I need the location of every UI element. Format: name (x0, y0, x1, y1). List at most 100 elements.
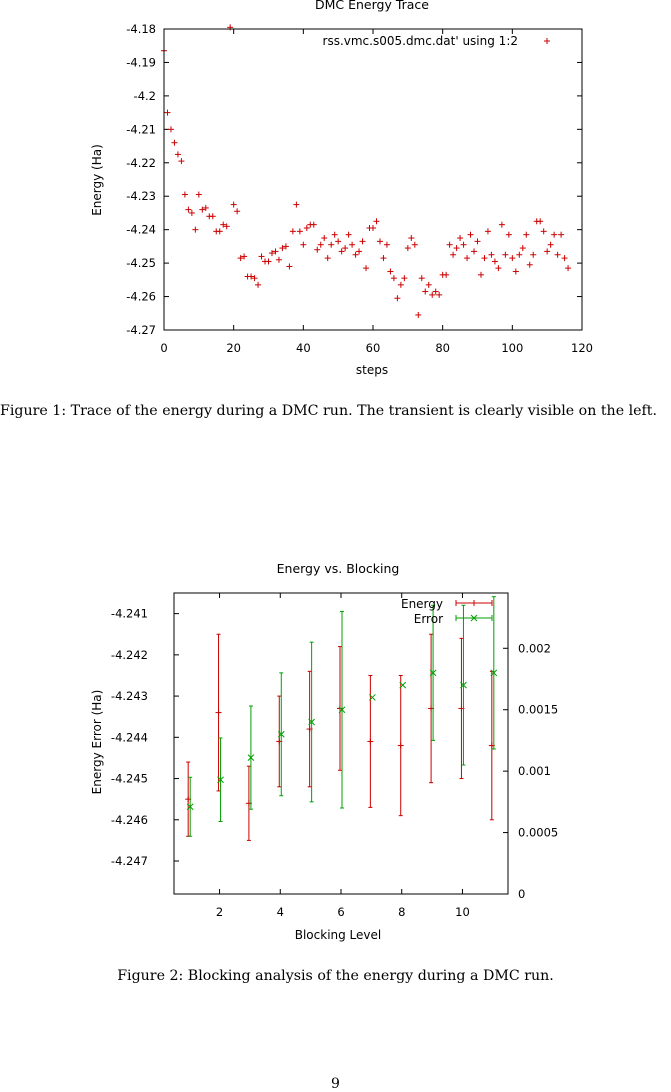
fig2-error-point (247, 705, 255, 810)
fig1-data-point (303, 224, 310, 231)
fig2-error-point (490, 596, 498, 750)
figure-1-energy-trace-chart: DMC Energy Trace Energy (Ha) steps 0 20 40… (90, 0, 593, 377)
fig1-data-point (540, 228, 547, 235)
fig1-data-point (237, 255, 244, 262)
fig1-data-point (223, 223, 230, 230)
fig1-data-point (275, 256, 282, 263)
fig1-ytick-label: -4.23 (126, 189, 156, 203)
fig2-energy-point (458, 637, 465, 780)
fig1-data-point (251, 275, 258, 282)
fig2-legend-energy-marker (455, 600, 493, 606)
fig1-data-point (488, 251, 495, 258)
fig1-xtick-label: 100 (501, 341, 523, 355)
fig2-energy-point (367, 674, 374, 808)
fig1-data-point (317, 241, 324, 248)
fig1-data-point (342, 245, 349, 252)
fig1-data-point (349, 241, 356, 248)
fig1-data-point (241, 253, 248, 260)
fig1-data-point (425, 281, 432, 288)
fig1-data-point (530, 251, 537, 258)
fig1-xtick-label: 0 (160, 341, 167, 355)
fig1-data-point (509, 255, 516, 262)
fig1-data-point (471, 248, 478, 255)
fig2-xtick-label: 4 (277, 905, 284, 919)
fig1-ytick-label: -4.21 (126, 122, 156, 136)
fig1-data-point (216, 228, 223, 235)
fig1-data-point (484, 228, 491, 235)
fig2-ytick-label: -4.241 (111, 607, 148, 621)
fig1-plot-frame (163, 28, 583, 331)
fig1-data-point (363, 265, 370, 272)
fig1-data-point (265, 258, 272, 265)
figure-1-caption: Figure 1: Trace of the energy during a D… (0, 403, 657, 419)
fig1-xtick-label: 80 (435, 341, 450, 355)
fig1-legend-marker (544, 38, 550, 44)
figure-2-blocking-chart: Energy vs. Blocking Energy Error (Ha) Bl… (90, 561, 558, 942)
fig1-data-point (345, 231, 352, 238)
fig1-data-point (432, 288, 439, 295)
fig2-error-point (399, 681, 407, 689)
fig2-title: Energy vs. Blocking (277, 561, 400, 576)
fig2-error-point (308, 641, 315, 803)
fig2-legend-error-label: Error (414, 612, 443, 626)
fig1-data-point (429, 291, 436, 298)
fig1-data-point (289, 228, 296, 235)
fig1-data-point (537, 218, 544, 225)
fig1-data-point (474, 238, 481, 245)
fig1-data-point (370, 224, 376, 231)
fig2-error-point (429, 604, 437, 741)
fig1-data-point (512, 268, 519, 275)
fig1-data-point (195, 191, 202, 198)
fig1-data-point (516, 251, 523, 258)
fig1-ytick-label: -4.22 (126, 156, 156, 170)
fig1-xtick-label: 20 (226, 341, 241, 355)
fig1-data-point (167, 126, 174, 133)
fig1-data-point (300, 241, 307, 248)
fig1-data-point (255, 281, 262, 288)
fig1-ytick-label: -4.18 (126, 22, 156, 36)
fig1-data-point (551, 231, 558, 238)
fig1-data-point (387, 268, 394, 275)
fig2-energy-point (215, 633, 222, 792)
fig1-ytick-label: -4.2 (134, 89, 156, 103)
fig1-data-point (356, 248, 363, 255)
fig1-data-point (248, 273, 255, 280)
fig1-data-point (258, 253, 265, 260)
fig2-ytick-label: -4.245 (111, 772, 148, 786)
fig2-error-point (186, 776, 194, 837)
fig1-data-point (523, 231, 530, 238)
fig1-data-point (234, 208, 241, 215)
fig1-data-point (279, 245, 286, 252)
fig1-data-point (380, 255, 387, 262)
fig1-data-point (394, 295, 401, 302)
fig2-y2tick-label: 0.001 (518, 764, 551, 778)
fig1-data-point (174, 151, 181, 158)
fig1-data-point (335, 238, 342, 245)
fig1-data-point (282, 243, 289, 250)
fig1-ytick-label: -4.19 (126, 55, 156, 69)
fig1-ytick-label: -4.25 (126, 256, 156, 270)
fig1-data-point (446, 241, 453, 248)
fig1-data-point (502, 251, 509, 258)
fig1-data-point (464, 255, 471, 262)
fig2-energy-point (397, 674, 404, 817)
fig1-data-point (376, 238, 383, 245)
fig1-ytick-label: -4.27 (126, 323, 156, 337)
fig1-data-point (314, 246, 321, 253)
fig1-data-point (331, 231, 338, 238)
fig1-data-point (498, 221, 505, 228)
fig1-data-point (324, 255, 331, 262)
fig2-xtick-label: 6 (337, 905, 344, 919)
fig2-xlabel: Blocking Level (295, 928, 382, 942)
fig1-data-point (181, 191, 188, 198)
fig2-error-point (460, 604, 467, 766)
fig1-data-point (565, 265, 572, 272)
fig1-data-point (338, 248, 345, 255)
fig1-data-point (310, 221, 317, 228)
fig1-data-point (272, 248, 279, 255)
fig1-xtick-label: 120 (571, 341, 593, 355)
fig2-ytick-label: -4.246 (111, 813, 148, 827)
fig1-data-point (209, 213, 216, 220)
fig1-data-point (296, 228, 303, 235)
fig1-data-point (457, 235, 464, 242)
